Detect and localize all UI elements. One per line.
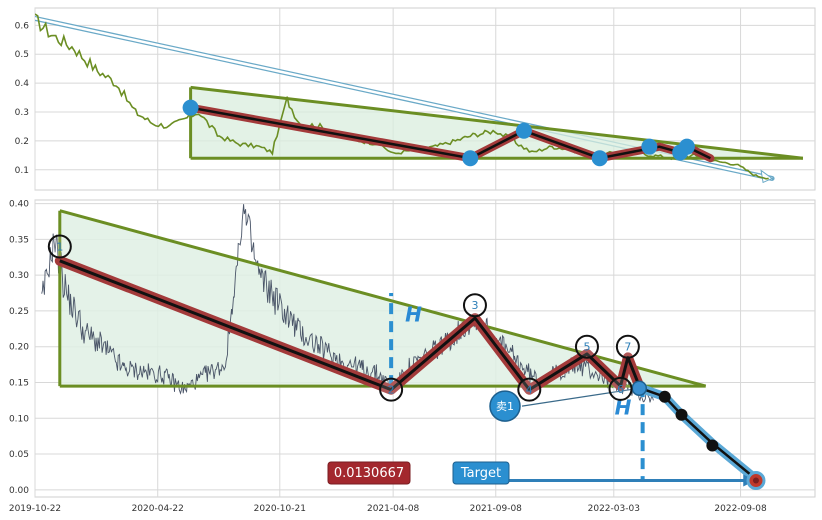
pattern-point-circle (517, 377, 542, 402)
y-tick-label: 0.40 (9, 200, 29, 210)
pattern-point-marker (641, 138, 658, 155)
triangle-upper-edge (190, 85, 804, 160)
height-label: H (615, 396, 632, 420)
y-tick-label: 0.35 (9, 235, 29, 245)
target-badge (452, 461, 510, 485)
y-tick-label: 0.2 (15, 137, 29, 147)
triangle-upper-edge (59, 209, 707, 388)
pattern-point-circle (462, 293, 487, 318)
overview-panel: 0.1 0.2 0.3 0.4 0.5 0.6 (15, 7, 816, 191)
pattern-point-label: 1 (56, 241, 63, 254)
pattern-point-label: 7 (624, 341, 631, 354)
overview-plot (35, 13, 804, 184)
y-tick-label: 0.30 (9, 271, 29, 281)
price-line (35, 13, 769, 180)
x-tick-label: 2021-04-08 (367, 504, 420, 514)
pattern-point-marker (515, 122, 532, 139)
y-tick-label: 0.3 (15, 108, 29, 118)
price-badge-text: 0.0130667 (334, 466, 404, 481)
sell-point (631, 380, 648, 396)
pattern-point-marker (678, 138, 695, 155)
pattern-point-marker (462, 150, 479, 167)
pattern-point-label: 3 (471, 299, 478, 312)
pattern-point-label: 2 (388, 384, 395, 397)
y-tick-label: 0.4 (15, 79, 30, 89)
trend-arrowhead (760, 169, 774, 184)
pattern-point-marker (182, 99, 199, 116)
y-tick-label: 0.00 (9, 486, 29, 496)
forecast-point (658, 390, 671, 403)
y-tick-label: 0.25 (9, 307, 29, 317)
forecast-point (706, 439, 719, 452)
y-tick-label: 0.1 (15, 166, 29, 176)
x-tick-label: 2022-03-03 (588, 504, 640, 514)
price-badge (327, 461, 411, 485)
x-tick-label: 2020-04-22 (132, 504, 184, 514)
y-tick-label: 0.10 (9, 414, 29, 424)
pattern-point-label: 5 (583, 341, 590, 354)
y-tick-label: 0.20 (9, 343, 29, 353)
detail-panel: 0.00 0.05 0.10 0.15 0.20 0.25 0.30 0.35 0.40 2019… (9, 199, 816, 514)
forecast-point (675, 408, 688, 421)
x-tick-label: 2022-09-08 (714, 504, 767, 514)
height-label: H (405, 303, 422, 327)
sell-label: 卖1 (496, 400, 514, 413)
pattern-point-circle (47, 234, 72, 259)
wave-line (59, 259, 641, 392)
y-tick-label: 0.6 (15, 21, 30, 31)
detail-plot: H H 卖1 1 2 3 4 5 6 7 (41, 204, 766, 491)
pattern-point-label: 4 (526, 384, 533, 397)
target-badge-text: Target (460, 466, 501, 481)
pattern-point-circle (379, 377, 404, 402)
y-tick-label: 0.05 (9, 450, 29, 460)
pattern-point-marker (591, 150, 608, 167)
pattern-point-label: 6 (617, 383, 624, 396)
y-tick-label: 0.5 (15, 50, 29, 60)
x-tick-label: 2021-09-08 (470, 504, 523, 514)
x-tick-label: 2020-10-21 (254, 504, 306, 514)
sell-connector (521, 387, 640, 407)
target-point-center (752, 477, 759, 484)
pattern-point-circle (615, 334, 640, 359)
pattern-point-circle (608, 376, 633, 401)
y-tick-label: 0.15 (9, 378, 29, 388)
sell-marker (489, 390, 521, 422)
x-tick-label: 2019-10-22 (9, 504, 61, 514)
pattern-point-circle (574, 334, 599, 359)
